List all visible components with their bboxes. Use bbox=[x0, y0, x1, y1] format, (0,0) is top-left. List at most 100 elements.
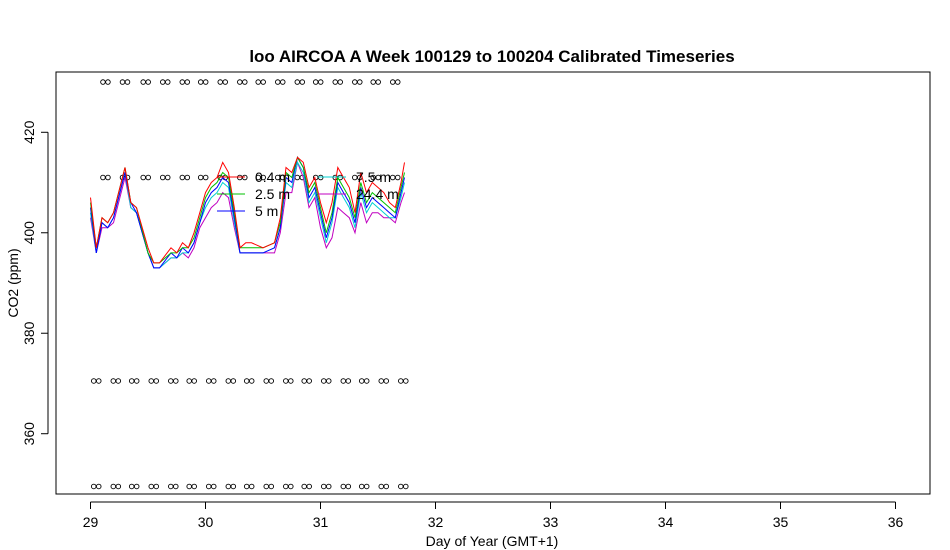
marker-point bbox=[306, 378, 312, 384]
marker-point bbox=[332, 79, 339, 85]
marker-point bbox=[90, 378, 97, 384]
chart-title: loo AIRCOA A Week 100129 to 100204 Calib… bbox=[249, 47, 734, 66]
legend-entry: 0.4 m bbox=[255, 169, 290, 185]
marker-point bbox=[202, 79, 209, 85]
marker-point bbox=[326, 483, 332, 490]
marker-point bbox=[133, 378, 140, 384]
marker-point bbox=[173, 483, 179, 490]
marker-point bbox=[345, 378, 352, 384]
marker-rows bbox=[90, 79, 409, 490]
marker-point bbox=[321, 378, 327, 384]
x-tick-label: 29 bbox=[83, 514, 99, 530]
marker-point bbox=[179, 174, 186, 181]
marker-point bbox=[352, 79, 358, 85]
marker-point bbox=[288, 378, 294, 384]
marker-point bbox=[301, 378, 307, 384]
marker-point bbox=[268, 483, 275, 490]
marker-point bbox=[186, 378, 192, 384]
marker-point bbox=[145, 79, 151, 85]
marker-point bbox=[395, 79, 401, 85]
marker-point bbox=[383, 483, 390, 490]
marker-point bbox=[398, 483, 404, 490]
marker-point bbox=[210, 483, 217, 490]
marker-point bbox=[242, 79, 248, 85]
x-tick-label: 30 bbox=[198, 514, 214, 530]
x-tick-label: 35 bbox=[773, 514, 789, 530]
marker-point bbox=[243, 378, 250, 384]
marker-point bbox=[260, 79, 266, 85]
legend-entry: 7.5 m bbox=[356, 169, 391, 185]
marker-point bbox=[321, 483, 327, 490]
marker-point bbox=[191, 378, 197, 384]
marker-point bbox=[358, 483, 365, 490]
marker-point bbox=[390, 79, 396, 85]
x-axis: 29 30 31 32 33 34 35 36 bbox=[83, 501, 903, 530]
marker-point bbox=[340, 483, 347, 490]
marker-point bbox=[312, 79, 319, 85]
marker-point bbox=[153, 483, 159, 490]
y-tick-label: 380 bbox=[21, 321, 37, 345]
marker-point bbox=[197, 79, 204, 85]
marker-point bbox=[210, 378, 217, 384]
y-axis: 360 380 400 420 bbox=[21, 120, 49, 445]
marker-point bbox=[115, 378, 122, 384]
series-lines bbox=[90, 156, 405, 269]
marker-point bbox=[345, 483, 352, 490]
marker-point bbox=[148, 378, 154, 384]
marker-point bbox=[288, 483, 294, 490]
marker-point bbox=[255, 79, 261, 85]
marker-point bbox=[100, 174, 106, 181]
marker-point bbox=[395, 174, 401, 181]
marker-point bbox=[145, 174, 151, 181]
marker-point bbox=[164, 174, 171, 181]
marker-point bbox=[237, 79, 243, 85]
marker-point bbox=[230, 378, 237, 384]
x-tick-label: 31 bbox=[313, 514, 329, 530]
marker-point bbox=[140, 174, 146, 181]
marker-point bbox=[164, 79, 171, 85]
marker-point bbox=[100, 79, 106, 85]
marker-point bbox=[317, 79, 324, 85]
marker-point bbox=[294, 174, 301, 181]
marker-point bbox=[90, 483, 97, 490]
marker-point bbox=[263, 378, 270, 384]
series-line bbox=[90, 156, 405, 269]
marker-point bbox=[301, 483, 307, 490]
marker-point bbox=[95, 378, 102, 384]
x-tick-label: 33 bbox=[543, 514, 559, 530]
marker-point bbox=[294, 79, 301, 85]
marker-point bbox=[280, 79, 286, 85]
legend: 0.4 m2.5 m5 m 7.5 m24.4 m bbox=[217, 169, 399, 219]
plot-area-frame bbox=[55, 71, 931, 495]
marker-point bbox=[140, 79, 146, 85]
marker-point bbox=[105, 174, 111, 181]
marker-point bbox=[390, 174, 396, 181]
marker-point bbox=[363, 378, 370, 384]
marker-point bbox=[370, 79, 376, 85]
series-line bbox=[90, 156, 405, 264]
marker-point bbox=[128, 378, 135, 384]
marker-point bbox=[306, 483, 312, 490]
marker-point bbox=[326, 378, 332, 384]
marker-point bbox=[363, 483, 370, 490]
marker-point bbox=[275, 79, 281, 85]
marker-point bbox=[283, 378, 289, 384]
marker-point bbox=[197, 174, 204, 181]
marker-point bbox=[95, 483, 102, 490]
marker-point bbox=[217, 79, 223, 85]
marker-point bbox=[357, 79, 363, 85]
legend-entry: 24.4 m bbox=[356, 186, 399, 202]
marker-point bbox=[159, 79, 166, 85]
marker-point bbox=[375, 79, 381, 85]
marker-point bbox=[403, 483, 409, 490]
marker-point bbox=[153, 378, 159, 384]
series-line bbox=[90, 156, 405, 264]
marker-point bbox=[115, 483, 122, 490]
y-tick-label: 400 bbox=[21, 221, 37, 245]
marker-point bbox=[168, 483, 174, 490]
marker-point bbox=[260, 174, 266, 181]
marker-point bbox=[378, 378, 385, 384]
marker-point bbox=[128, 483, 135, 490]
x-tick-label: 32 bbox=[428, 514, 444, 530]
